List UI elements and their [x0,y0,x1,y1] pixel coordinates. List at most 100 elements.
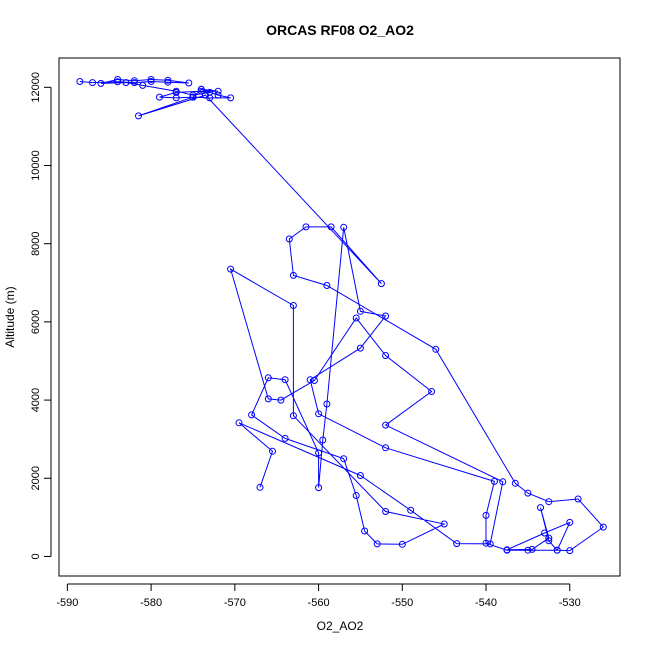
data-point [264,374,272,382]
plot-frame [58,57,621,577]
data-point [164,78,172,86]
data-point [302,223,310,231]
data-point [122,79,130,87]
data-point [566,547,574,555]
data-point [147,76,155,83]
data-point [356,307,364,315]
data-point [147,78,155,85]
chart-title: ORCAS RF08 O2_AO2 [266,22,414,38]
x-tick-label: -590 [56,597,78,609]
data-point [340,223,348,231]
data-point [352,314,360,322]
data-point [114,78,122,86]
x-tick-label: -580 [140,597,162,609]
y-tick-label: 6000 [30,310,42,334]
data-point [289,302,297,309]
data-point [323,400,331,408]
data-series [76,76,607,555]
data-point [315,410,323,418]
data-point [139,81,147,89]
y-tick-label: 2000 [30,466,42,490]
data-point [248,411,256,419]
data-point [214,91,222,99]
data-point [377,280,385,288]
data-point [428,388,436,395]
data-point [319,436,327,444]
data-point [130,79,138,87]
data-point [197,87,205,95]
x-tick-label: -530 [559,597,581,609]
data-point [281,434,289,442]
data-point [541,529,549,537]
y-axis-label: Altitude (m) [3,286,17,347]
x-tick-label: -540 [475,597,497,609]
data-point [574,495,582,503]
data-point [490,477,498,485]
data-point [482,539,490,547]
data-point [382,421,390,429]
data-point [486,540,494,548]
data-point [511,479,519,487]
data-point [599,523,607,531]
data-point [453,540,461,548]
data-point [382,508,390,515]
y-tick-label: 8000 [30,231,42,255]
data-point [310,377,318,384]
data-point [269,447,276,455]
data-point [482,511,490,519]
data-point [352,492,360,499]
y-tick-label: 0 [30,553,42,559]
data-point [289,412,297,420]
data-point [130,77,138,85]
data-point [327,223,335,231]
data-point [256,483,264,491]
data-point [227,265,235,273]
data-point [156,93,163,101]
data-point [382,444,390,452]
data-point [361,527,369,535]
data-point [356,472,364,479]
data-point [214,87,222,95]
data-point [89,79,96,87]
data-point [382,352,390,359]
data-point [135,112,142,120]
data-point [189,93,197,101]
data-point [277,396,285,404]
data-point [76,78,84,85]
data-point [528,545,536,553]
data-point [315,449,323,457]
y-tick-label: 4000 [30,388,42,412]
data-point [356,344,364,352]
data-point [524,546,532,554]
data-point [164,76,172,84]
data-point [545,498,553,506]
x-axis: -590 -580 -570 -560 -550 -540 -530 [56,583,581,609]
data-point [197,85,205,93]
data-point [97,79,105,87]
data-point [545,534,553,542]
data-point [440,520,448,528]
x-tick-label: -560 [308,597,330,609]
data-point [524,489,532,497]
x-axis-label: O2_AO2 [317,619,364,633]
y-axis: 0 2000 4000 6000 8000 10000 12000 [30,72,52,560]
data-point [281,376,289,384]
data-point [114,76,122,83]
data-point [553,546,561,554]
data-point [289,271,297,279]
data-point [398,540,406,548]
data-point [373,540,381,548]
data-point [340,455,348,463]
data-point [499,478,507,486]
y-tick-label: 10000 [30,150,42,181]
data-point [566,518,574,526]
data-point [235,419,243,427]
data-point [189,91,197,99]
data-point [285,235,293,243]
data-point [264,395,272,403]
data-point [545,537,553,545]
data-point [172,88,180,96]
data-point [407,506,415,514]
data-point [323,282,331,289]
data-point [202,91,209,99]
